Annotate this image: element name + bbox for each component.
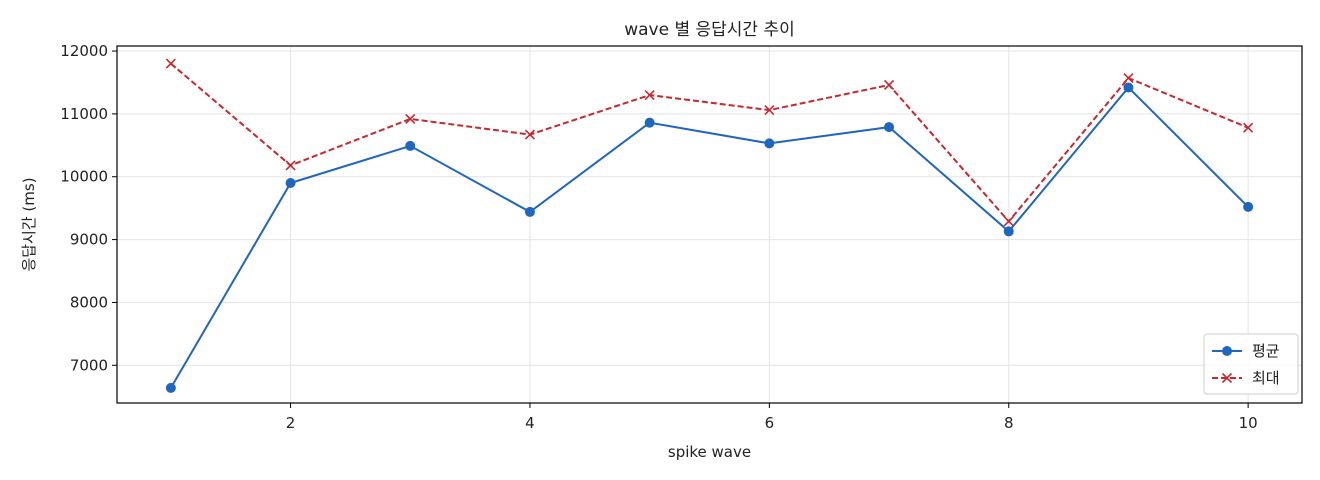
series-layer [165,58,1254,393]
y-tick-label: 7000 [70,356,108,374]
data-point [165,382,176,393]
data-point [764,105,775,116]
data-point [165,58,176,69]
data-point [285,160,296,171]
data-point [1243,201,1254,212]
data-point [405,113,416,124]
data-point [285,178,296,189]
x-tick-label: 8 [1004,414,1014,432]
plot-frame [116,45,1303,404]
marker-stroke [883,79,895,91]
marker-stroke [644,89,655,101]
data-point [524,206,535,217]
y-tick-label: 8000 [70,293,108,311]
y-axis-label: 응답시간 (ms) [20,177,38,271]
series-line-1 [170,86,1249,389]
legend-marker [1221,372,1233,384]
data-point [764,138,775,149]
y-tick-label: 12000 [60,42,108,60]
legend-marker [1222,346,1232,356]
x-tick-label: 4 [525,414,535,432]
marker-stroke [764,105,775,116]
data-point [1123,82,1134,93]
data-point [644,89,655,101]
data-point [1123,72,1134,84]
marker-stroke [285,160,296,171]
series-line-2 [170,62,1249,223]
x-tick-label: 2 [286,414,296,432]
marker-stroke [524,129,536,140]
data-point [524,129,536,140]
marker-stroke [1003,216,1014,227]
axis-ticks: 2 4 6 8 10 7000 8000 9000 10000 11000 12000 [60,42,1257,432]
grid-lines [117,46,1302,403]
marker-stroke [1243,122,1254,133]
data-point [883,79,895,91]
data-point [884,122,895,133]
marker-stroke [1123,72,1134,84]
legend-box [1203,333,1299,395]
marker-stroke [405,113,416,124]
x-axis-label: spike wave [668,443,751,461]
y-tick-label: 10000 [60,168,108,186]
y-tick-label: 9000 [70,231,108,249]
data-point [644,117,655,128]
data-point [1243,122,1254,133]
marker-stroke [165,58,176,69]
chart-title: wave 별 응답시간 추이 [624,20,795,40]
marker-stroke [1221,372,1233,384]
data-point [1003,226,1014,237]
data-point [1003,216,1014,227]
data-point [405,140,416,151]
legend-label: 평균 [1252,342,1280,360]
x-tick-label: 10 [1239,414,1258,432]
x-tick-label: 6 [765,414,775,432]
legend-label: 최대 [1252,369,1280,387]
y-tick-label: 11000 [60,105,108,123]
